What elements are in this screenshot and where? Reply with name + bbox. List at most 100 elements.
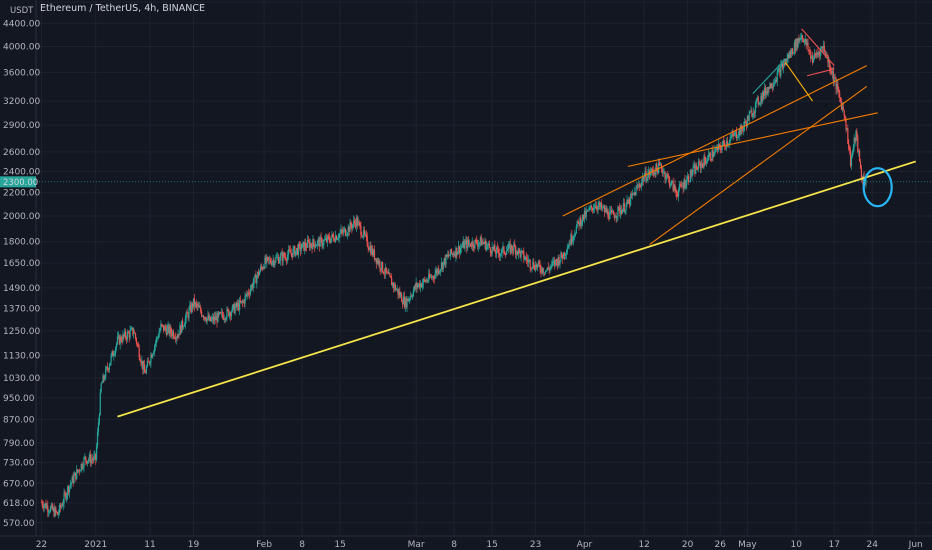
x-tick-label: May xyxy=(738,540,757,550)
candle-body xyxy=(516,251,519,255)
candle-body xyxy=(771,86,773,88)
candle-body xyxy=(474,239,476,248)
candle-body xyxy=(525,256,527,259)
trendline[interactable] xyxy=(117,160,916,418)
candle-body xyxy=(792,52,795,54)
trendline[interactable] xyxy=(562,65,868,217)
candle-body xyxy=(100,383,102,393)
candle-body xyxy=(499,254,501,257)
candle-body xyxy=(103,375,105,380)
candle-body xyxy=(736,137,739,139)
candle-body xyxy=(383,273,386,275)
candle-body xyxy=(785,58,787,62)
candle-body xyxy=(101,382,103,384)
candle-body xyxy=(258,271,261,276)
candle-body xyxy=(154,342,157,346)
candle-body xyxy=(42,505,44,509)
trendline[interactable] xyxy=(649,85,868,245)
candle-body xyxy=(109,362,111,366)
candle-body xyxy=(623,202,625,213)
trendline[interactable] xyxy=(801,28,835,66)
candle-body xyxy=(144,372,147,374)
candle-body xyxy=(784,58,786,66)
candle-body xyxy=(490,252,492,254)
candle-body xyxy=(353,220,356,223)
candle-body xyxy=(442,261,444,270)
candle-body xyxy=(60,505,62,508)
candle-body xyxy=(268,259,271,261)
candle-body xyxy=(496,247,499,249)
x-tick-label: Mar xyxy=(408,540,425,550)
trendline[interactable] xyxy=(752,58,786,94)
candle-body xyxy=(221,312,224,316)
candle-body xyxy=(441,262,443,270)
candle-body xyxy=(848,143,850,149)
y-axis[interactable]: 4400.00 4000.00 3600.00 3200.00 2900.00 2600.… xyxy=(0,0,40,536)
candle-body xyxy=(156,337,158,339)
candle-body xyxy=(57,512,59,515)
candle-body xyxy=(698,161,701,163)
candle-body xyxy=(547,267,549,269)
candle-body xyxy=(166,327,168,335)
candle-body xyxy=(591,205,593,208)
candle-body xyxy=(791,48,793,54)
candle-body xyxy=(541,267,543,273)
candle-body xyxy=(564,254,567,256)
candle-body xyxy=(234,307,236,314)
y-tick-label: 3200.00 xyxy=(3,97,40,107)
candle-body xyxy=(260,266,262,268)
y-tick-label: 670.00 xyxy=(3,479,35,489)
candle-body xyxy=(747,116,749,121)
candle-body xyxy=(486,245,488,250)
candle-body xyxy=(328,236,330,241)
candle-body xyxy=(193,298,195,307)
candle-body xyxy=(75,472,77,480)
x-axis[interactable]: 22 2021 11 19 Feb 8 15 Mar 8 15 23 Apr 12 20 26 May 10 17… xyxy=(0,535,932,550)
trendline[interactable] xyxy=(806,68,835,77)
candle-body xyxy=(576,220,578,227)
candle-body xyxy=(252,283,254,289)
candle-body xyxy=(210,318,213,322)
highlight-ellipse[interactable] xyxy=(862,167,893,208)
candle-body xyxy=(271,261,273,265)
candle-body xyxy=(715,147,718,150)
candle-body xyxy=(404,298,406,307)
candle-body xyxy=(826,54,828,56)
candle-body xyxy=(258,271,260,276)
candle-body xyxy=(162,324,164,326)
candle-body xyxy=(841,106,843,110)
candle-body xyxy=(813,53,815,59)
candle-body xyxy=(76,469,78,480)
candle-body xyxy=(331,234,333,239)
candle-body xyxy=(205,319,207,322)
candle-body xyxy=(525,256,528,260)
candle-body xyxy=(430,276,432,278)
candle-body xyxy=(635,187,637,196)
candle-body xyxy=(502,246,504,249)
candle-body xyxy=(685,185,687,188)
candle-body xyxy=(355,217,357,228)
candle-body xyxy=(773,83,775,87)
candle-body xyxy=(192,298,195,308)
candle-body xyxy=(539,264,541,270)
candle-body xyxy=(240,301,243,303)
candle-body xyxy=(450,249,453,254)
candle-body xyxy=(534,267,536,271)
candle-body xyxy=(163,325,165,331)
candle-body xyxy=(800,38,802,39)
candle-body xyxy=(765,90,767,95)
candle-body xyxy=(104,378,106,380)
candle-body xyxy=(809,50,811,52)
x-tick-label: 15 xyxy=(486,540,497,550)
x-tick-label: 10 xyxy=(791,540,803,550)
candle-body xyxy=(775,79,777,82)
trendline[interactable] xyxy=(784,62,813,102)
candle-body xyxy=(130,328,132,331)
candle-body xyxy=(105,368,107,379)
candle-body xyxy=(740,125,742,135)
candle-body xyxy=(828,61,830,63)
trendline[interactable] xyxy=(627,112,878,167)
candle-body xyxy=(514,243,516,247)
candle-body xyxy=(307,239,310,242)
